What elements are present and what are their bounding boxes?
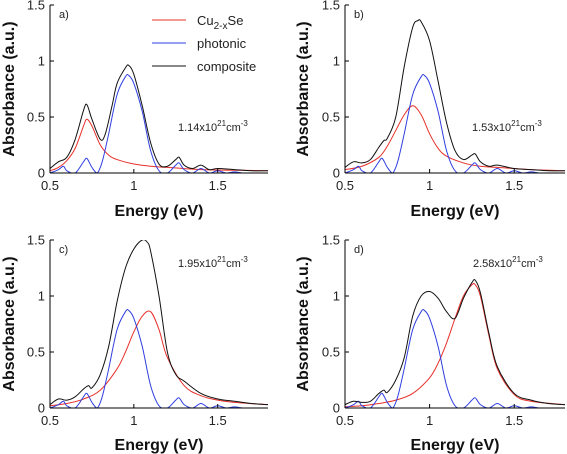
concentration-exponent: 21 [511, 119, 520, 128]
concentration-base: 1.14x10 [178, 122, 217, 134]
y-tick-label: 1.5 [322, 233, 340, 248]
concentration-unit: cm [226, 122, 241, 134]
y-tick-label: 0.5 [322, 345, 340, 360]
x-tick-label: 0.5 [41, 413, 59, 428]
panel-label: a) [59, 9, 69, 21]
concentration-unit-exponent: -3 [241, 119, 249, 128]
panel-label: c) [59, 244, 68, 256]
legend-text: photonic [197, 36, 247, 51]
concentration-exponent: 21 [217, 119, 226, 128]
concentration-label: 1.95x1021cm-3 [178, 255, 248, 270]
series-line-photonic [50, 74, 268, 173]
series-line-composite [345, 19, 565, 172]
legend: Cu2-xSe photonic composite [152, 13, 256, 74]
y-tick-label: 1 [333, 54, 340, 69]
y-tick-label: 0 [38, 401, 45, 416]
y-tick-label: 1.5 [322, 0, 340, 13]
x-tick-label: 1.5 [505, 178, 523, 193]
concentration-unit-exponent: -3 [241, 255, 249, 264]
concentration-label: 1.14x1021cm-3 [178, 119, 248, 134]
y-axis-title: Absorbance (a.u.) [295, 21, 312, 156]
series-line-cu [50, 310, 268, 407]
y-axis-title: Absorbance (a.u.) [1, 21, 18, 156]
concentration-label: 1.53x1021cm-3 [472, 119, 542, 134]
legend-text: Cu [197, 13, 214, 28]
concentration-exponent: 21 [217, 255, 226, 264]
concentration-unit: cm [520, 122, 535, 134]
panel-label: b) [354, 9, 364, 21]
x-tick-label: 1 [426, 178, 433, 193]
y-tick-label: 0.5 [27, 345, 45, 360]
series-line-composite [50, 240, 268, 406]
panel-label: d) [354, 244, 364, 256]
y-tick-label: 0 [333, 166, 340, 181]
legend-suffix: Se [228, 13, 244, 28]
x-axis-title: Energy (eV) [411, 203, 500, 220]
x-tick-label: 1 [130, 178, 137, 193]
concentration-unit: cm [521, 258, 536, 270]
y-tick-label: 0 [333, 401, 340, 416]
series-line-photonic [50, 309, 268, 408]
concentration-base: 2.58x10 [473, 258, 512, 270]
y-tick-label: 1.5 [27, 0, 45, 13]
series-line-cu [345, 282, 565, 408]
x-tick-label: 1.5 [209, 178, 227, 193]
y-axis-title: Absorbance (a.u.) [295, 256, 312, 391]
legend-label-photonic: photonic [197, 36, 247, 51]
concentration-unit: cm [226, 258, 241, 270]
y-tick-label: 0.5 [322, 110, 340, 125]
concentration-base: 1.95x10 [178, 258, 217, 270]
legend-label-composite: composite [197, 59, 256, 74]
legend-label-cu: Cu2-xSe [197, 13, 243, 32]
x-tick-label: 1.5 [505, 413, 523, 428]
series-line-composite [50, 64, 268, 172]
x-tick-label: 0.5 [336, 178, 354, 193]
y-tick-label: 1 [333, 289, 340, 304]
x-tick-label: 1 [130, 413, 137, 428]
legend-subscript: 2-x [214, 21, 228, 32]
series-line-composite [345, 279, 565, 406]
series-line-photonic [345, 74, 565, 173]
x-axis-title: Energy (eV) [115, 203, 204, 220]
x-axis-title: Energy (eV) [115, 437, 204, 454]
x-tick-label: 0.5 [336, 413, 354, 428]
series-line-photonic [345, 309, 565, 408]
y-tick-label: 1 [38, 289, 45, 304]
legend-text: composite [197, 59, 256, 74]
series-line-cu [345, 105, 565, 172]
y-tick-label: 1.5 [27, 233, 45, 248]
y-tick-label: 0 [38, 166, 45, 181]
x-tick-label: 0.5 [41, 178, 59, 193]
x-tick-label: 1 [426, 413, 433, 428]
concentration-base: 1.53x10 [472, 122, 511, 134]
concentration-exponent: 21 [512, 255, 521, 264]
concentration-label: 2.58x1021cm-3 [473, 255, 543, 270]
y-tick-label: 1 [38, 54, 45, 69]
y-tick-label: 0.5 [27, 110, 45, 125]
x-tick-label: 1.5 [209, 413, 227, 428]
concentration-unit-exponent: -3 [536, 255, 544, 264]
concentration-unit-exponent: -3 [535, 119, 543, 128]
y-axis-title: Absorbance (a.u.) [1, 256, 18, 391]
x-axis-title: Energy (eV) [411, 437, 500, 454]
